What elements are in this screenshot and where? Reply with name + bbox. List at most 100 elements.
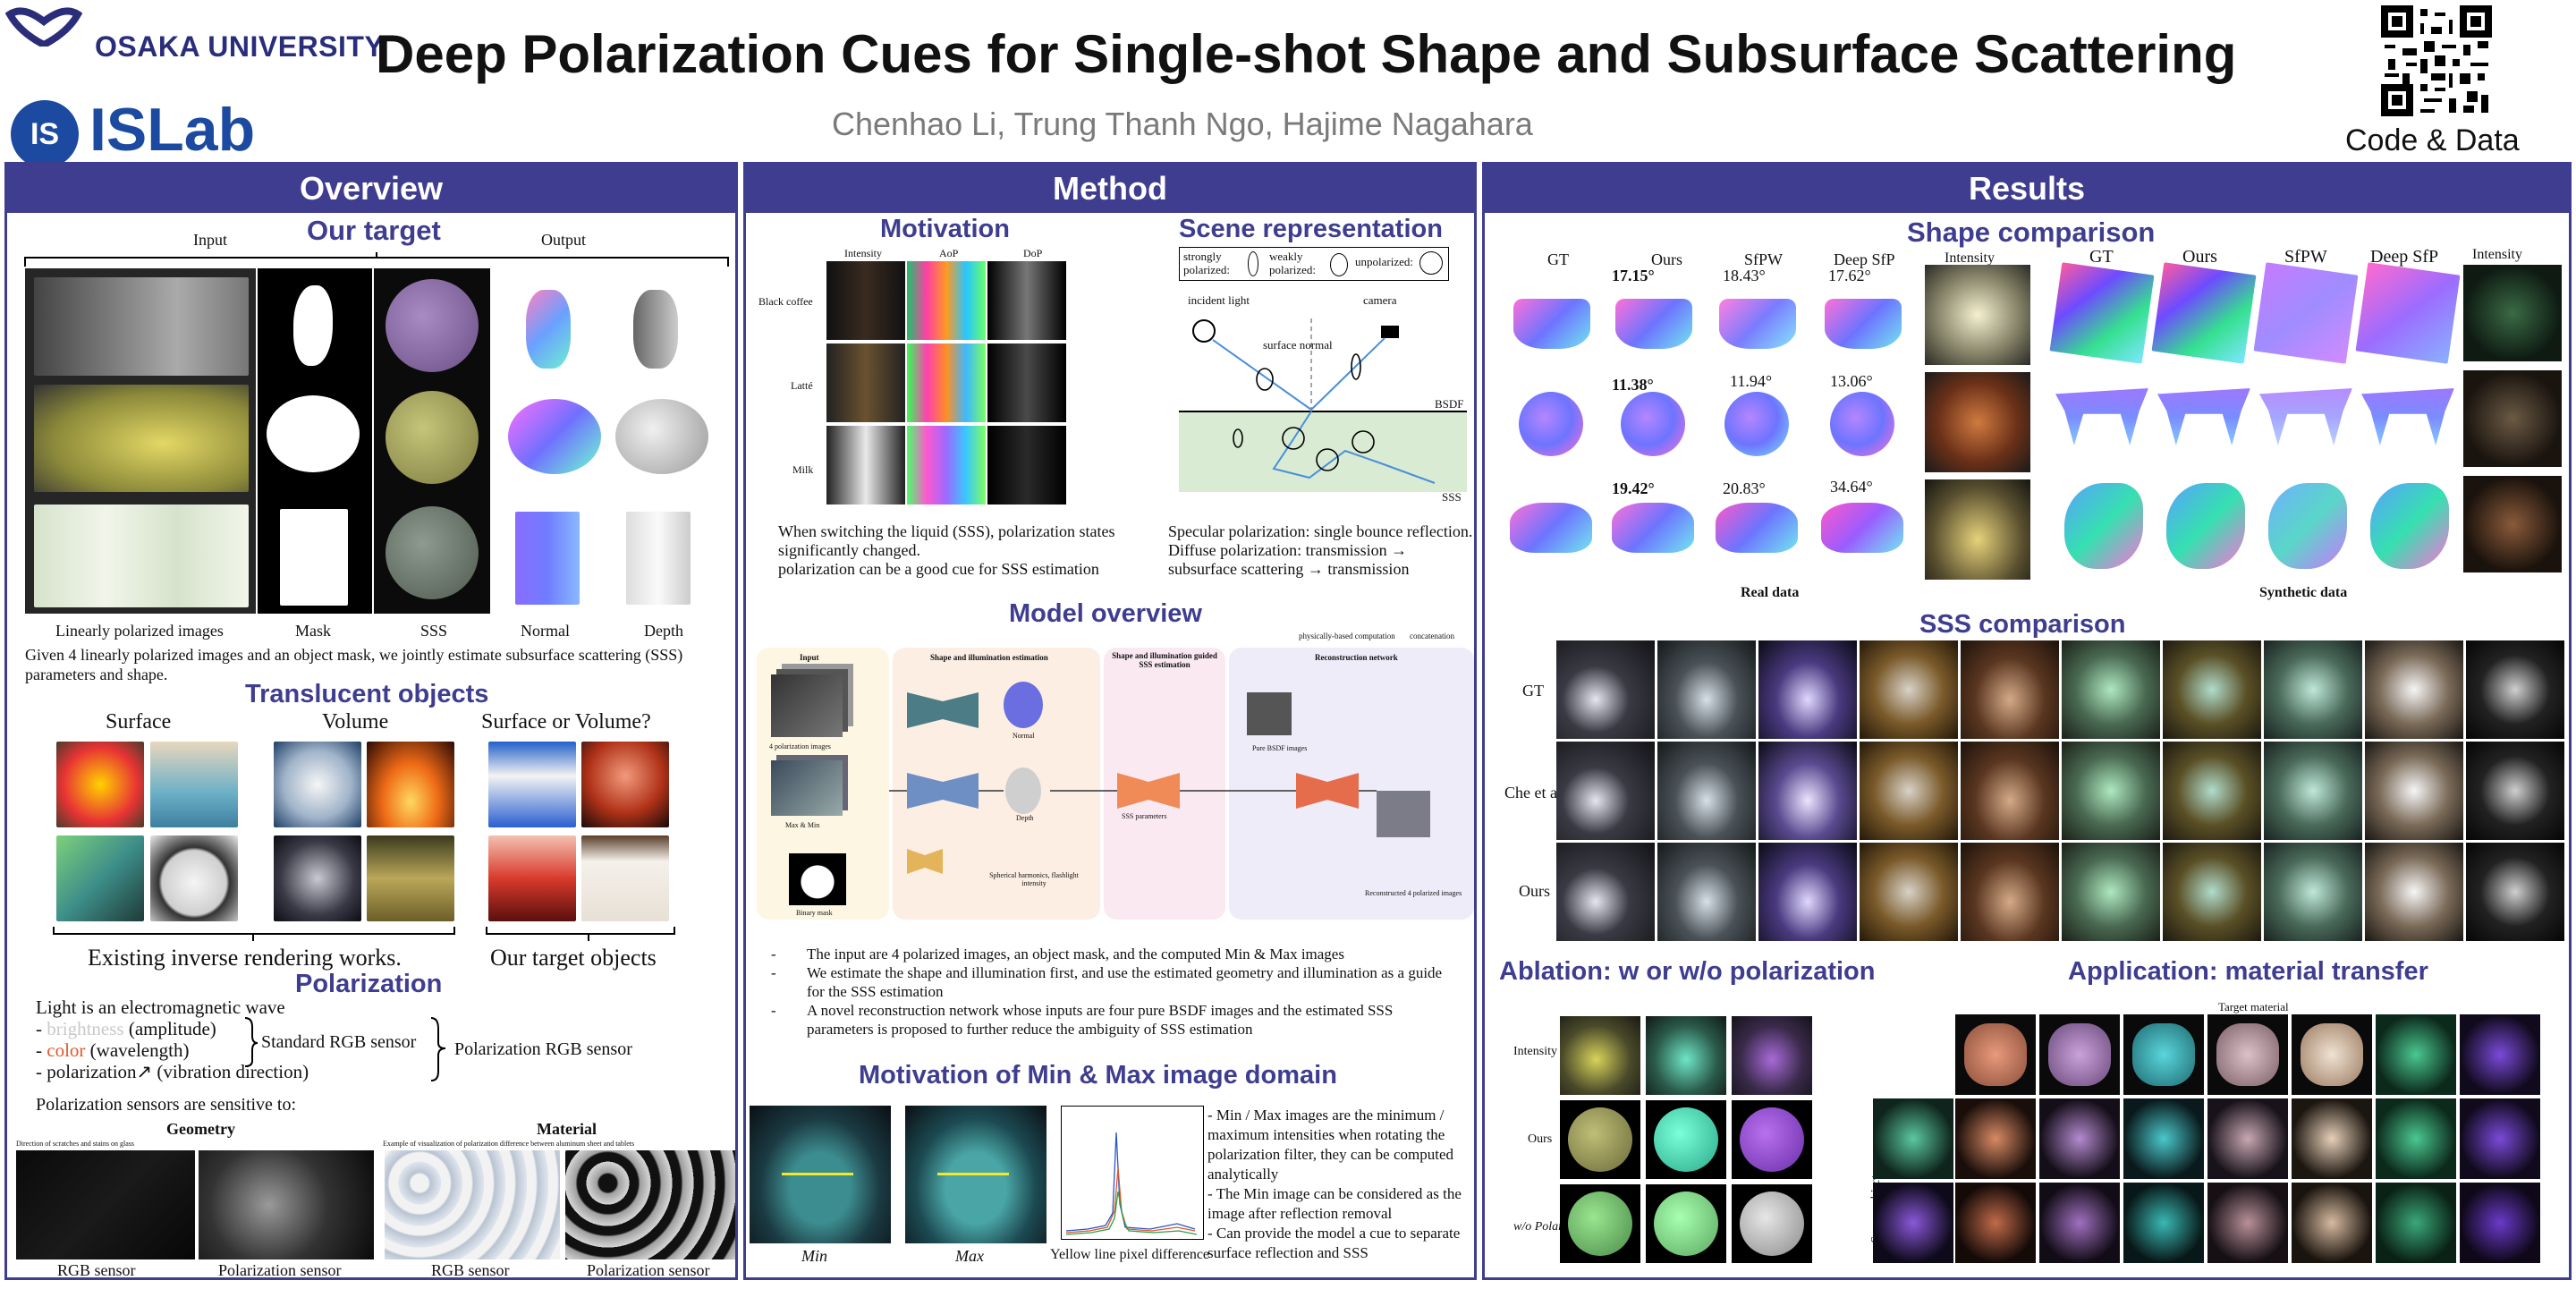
minmax-line-1: - Min / Max images are the minimum / bbox=[1208, 1107, 1445, 1124]
syn-deepsfp-3 bbox=[2370, 483, 2449, 569]
overview-heading: Overview bbox=[7, 165, 735, 213]
ablation-wo-3 bbox=[1732, 1184, 1812, 1263]
err-2-deepsfp: 13.06° bbox=[1830, 372, 1873, 390]
head-image bbox=[581, 742, 669, 827]
glass-polar-image bbox=[199, 1150, 374, 1259]
objects-brace bbox=[53, 927, 675, 941]
ablation-title: Ablation: w or w/o polarization bbox=[1499, 957, 1876, 986]
sss-cell-17 bbox=[2163, 742, 2261, 840]
sss-cell-5 bbox=[1961, 640, 2059, 739]
ablation-wo-2 bbox=[1646, 1184, 1726, 1263]
transfer-2-4 bbox=[2207, 1183, 2288, 1263]
yellow-line-label: Yellow line pixel difference bbox=[1050, 1247, 1210, 1262]
transfer-grid bbox=[1873, 1014, 2571, 1265]
node-mask: Binary mask bbox=[796, 909, 833, 917]
smoke-image bbox=[274, 835, 361, 921]
node-maxmin: Max & Min bbox=[785, 821, 820, 829]
mask-cylinder-image bbox=[280, 509, 348, 606]
syn-gt-1 bbox=[2049, 262, 2155, 364]
scene-diagram bbox=[1179, 317, 1467, 492]
our-objects-label: Our target objects bbox=[490, 945, 657, 971]
node-depth: Depth bbox=[1016, 814, 1034, 822]
syn-col-sfpw: SfPW bbox=[2284, 247, 2327, 267]
maxmin-images bbox=[771, 760, 843, 816]
cylinder-object-image bbox=[34, 505, 249, 607]
results-panel: Results Shape comparison GT Ours SfPW De… bbox=[1482, 162, 2572, 1280]
qr-code-icon[interactable] bbox=[2381, 5, 2492, 116]
material-label: Material bbox=[537, 1120, 597, 1138]
glass-rgb-image bbox=[16, 1150, 195, 1259]
syn-intensity-1 bbox=[2463, 265, 2562, 361]
err-3-deepsfp: 34.64° bbox=[1830, 478, 1873, 496]
latte-intensity bbox=[826, 343, 905, 422]
university-name: OSAKA UNIVERSITY bbox=[95, 30, 385, 63]
row-black-coffee: Black coffee bbox=[758, 295, 813, 308]
node-sss-params: SSS parameters bbox=[1122, 812, 1167, 820]
transfer-2-7 bbox=[2460, 1183, 2540, 1263]
real-gt-2 bbox=[1519, 392, 1583, 456]
sss-cell-13 bbox=[1758, 742, 1857, 840]
standard-rgb-label: Standard RGB sensor bbox=[261, 1032, 417, 1052]
surface-normal-label: surface normal bbox=[1263, 338, 1333, 352]
input-output-brace bbox=[24, 252, 729, 267]
minmax-title: Motivation of Min & Max image domain bbox=[859, 1061, 1337, 1090]
sensor-label-polar-1: Polarization sensor bbox=[218, 1261, 342, 1279]
sss-row-che: Che et al. bbox=[1504, 784, 1566, 801]
brightness-line: - brightness (amplitude) bbox=[36, 1018, 216, 1039]
code-data-label[interactable]: Code & Data bbox=[2345, 123, 2520, 157]
tablet-polar-image bbox=[565, 1150, 735, 1259]
authors: Chenhao Li, Trung Thanh Ngo, Hajime Naga… bbox=[832, 106, 1533, 142]
kettle-image bbox=[150, 835, 238, 921]
target-material-1 bbox=[1955, 1014, 2036, 1095]
stage-recon: Reconstruction network bbox=[1315, 653, 1398, 662]
sss-grey-sphere bbox=[386, 506, 479, 599]
incident-light-label: incident light bbox=[1188, 293, 1250, 307]
milk-aop bbox=[907, 426, 986, 505]
max-yellow-line bbox=[937, 1173, 1009, 1175]
syn-deepsfp-1 bbox=[2355, 262, 2461, 364]
row-milk: Milk bbox=[792, 463, 814, 476]
target-material-6 bbox=[2376, 1014, 2456, 1095]
method-heading: Method bbox=[746, 165, 1474, 213]
err-1-sfpw: 18.43° bbox=[1723, 267, 1766, 284]
candle-image bbox=[488, 742, 576, 827]
syn-col-gt: GT bbox=[2089, 247, 2114, 267]
bullet-2: - We estimate the shape and illumination … bbox=[771, 964, 1443, 1000]
motivation-text-2: significantly changed. bbox=[778, 541, 920, 559]
transfer-2-2 bbox=[2039, 1183, 2120, 1263]
real-col-deepsfp: Deep SfP bbox=[1834, 250, 1895, 268]
syn-ours-1 bbox=[2151, 262, 2257, 364]
err-2-sfpw: 11.94° bbox=[1730, 372, 1773, 390]
sss-row-gt: GT bbox=[1522, 682, 1544, 700]
syn-deepsfp-2 bbox=[2361, 388, 2454, 445]
col-label-polarized: Linearly polarized images bbox=[55, 622, 224, 640]
real-deepsfp-1 bbox=[1825, 299, 1902, 349]
minmax-line-7: - Can provide the model a cue to separat… bbox=[1208, 1225, 1461, 1242]
sss-cell-6 bbox=[2062, 640, 2160, 739]
transfer-1-6 bbox=[2376, 1098, 2456, 1179]
real-sfpw-3 bbox=[1716, 503, 1798, 553]
col-label-mask: Mask bbox=[295, 622, 331, 640]
minmax-line-5: - The Min image can be considered as the bbox=[1208, 1185, 1462, 1202]
e-object-image bbox=[34, 277, 249, 376]
err-2-ours: 11.38° bbox=[1612, 376, 1654, 394]
sss-cell-9 bbox=[2365, 640, 2463, 739]
stage-shape: Shape and illumination estimation bbox=[930, 653, 1048, 662]
latte-aop bbox=[907, 343, 986, 422]
volume-label: Volume bbox=[322, 710, 389, 734]
transfer-1-5 bbox=[2292, 1098, 2372, 1179]
syn-intensity-3 bbox=[2463, 476, 2562, 572]
real-intensity-1 bbox=[1925, 265, 2030, 365]
source-object-1 bbox=[1873, 1098, 1953, 1179]
sss-cell-30 bbox=[2466, 843, 2564, 941]
minmax-line-4: analytically bbox=[1208, 1166, 1279, 1183]
page-title: Deep Polarization Cues for Single-shot S… bbox=[376, 24, 2237, 84]
transfer-1-7 bbox=[2460, 1098, 2540, 1179]
col-label-normal: Normal bbox=[521, 622, 570, 640]
shape-comparison-title: Shape comparison bbox=[1907, 216, 2156, 248]
legend-concat: concatenation bbox=[1410, 632, 1454, 640]
osaka-logo-icon bbox=[4, 5, 83, 49]
real-col-ours: Ours bbox=[1651, 250, 1682, 268]
real-col-sfpw: SfPW bbox=[1744, 250, 1784, 268]
sss-purple-sphere bbox=[386, 279, 479, 372]
